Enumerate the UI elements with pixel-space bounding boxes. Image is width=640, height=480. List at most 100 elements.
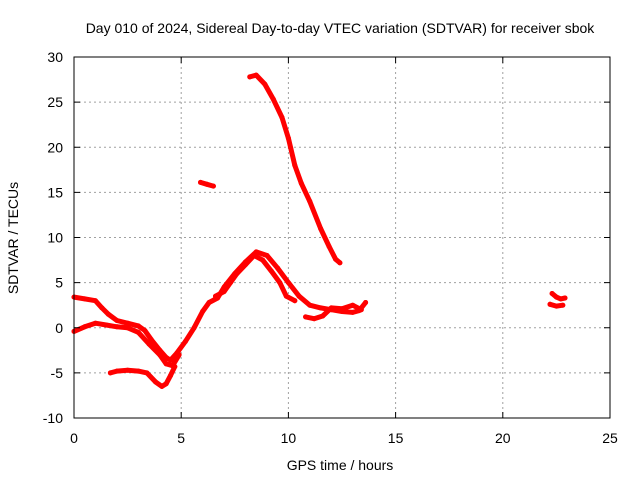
data-point bbox=[243, 262, 248, 268]
data-point bbox=[553, 294, 559, 300]
data-point bbox=[547, 301, 553, 307]
data-point bbox=[125, 320, 131, 326]
data-point bbox=[135, 368, 141, 374]
data-point bbox=[553, 303, 559, 309]
data-point bbox=[206, 300, 212, 305]
data-point bbox=[191, 325, 197, 331]
x-tick-label: 5 bbox=[177, 430, 185, 446]
data-point bbox=[157, 352, 163, 358]
x-tick-label: 10 bbox=[281, 430, 297, 446]
data-point bbox=[333, 256, 339, 262]
data-point bbox=[99, 305, 105, 311]
data-point bbox=[363, 300, 369, 305]
data-point bbox=[221, 289, 227, 295]
data-point bbox=[213, 293, 218, 299]
data-point bbox=[253, 72, 259, 78]
data-point bbox=[296, 293, 302, 299]
y-tick-label: 5 bbox=[55, 275, 63, 291]
data-point bbox=[260, 257, 266, 263]
data-point bbox=[168, 373, 173, 379]
data-point bbox=[114, 324, 120, 330]
y-tick-label: 15 bbox=[47, 184, 63, 200]
data-point bbox=[292, 162, 298, 168]
y-tick-label: 30 bbox=[47, 49, 63, 65]
data-point bbox=[125, 367, 131, 373]
chart-title: Day 010 of 2024, Sidereal Day-to-day VTE… bbox=[86, 20, 596, 36]
data-point bbox=[268, 268, 274, 274]
data-point bbox=[311, 316, 317, 322]
data-point bbox=[285, 135, 291, 141]
data-point bbox=[153, 379, 158, 385]
data-point bbox=[228, 280, 233, 286]
data-point bbox=[148, 337, 154, 342]
data-point bbox=[105, 311, 111, 317]
data-point bbox=[168, 357, 173, 363]
x-tick-label: 0 bbox=[70, 430, 78, 446]
data-series-track-c bbox=[107, 364, 178, 389]
data-point bbox=[200, 309, 206, 314]
data-point bbox=[144, 370, 150, 376]
data-point bbox=[328, 305, 334, 311]
y-tick-label: 20 bbox=[47, 139, 63, 155]
data-point bbox=[298, 180, 304, 186]
data-point bbox=[251, 253, 257, 258]
data-point bbox=[558, 296, 564, 302]
data-point bbox=[198, 179, 203, 185]
x-tick-label: 15 bbox=[388, 430, 404, 446]
data-point bbox=[350, 309, 356, 315]
data-point bbox=[82, 296, 88, 302]
data-point bbox=[279, 115, 285, 120]
data-point bbox=[358, 307, 364, 313]
data-series-track-a bbox=[71, 249, 369, 363]
data-point bbox=[163, 361, 169, 367]
data-point bbox=[560, 302, 566, 308]
data-point bbox=[262, 81, 268, 87]
data-point bbox=[82, 324, 88, 330]
data-point bbox=[283, 293, 289, 299]
data-point bbox=[172, 364, 178, 370]
data-point bbox=[326, 244, 332, 249]
y-tick-label: 0 bbox=[55, 320, 63, 336]
x-tick-label: 20 bbox=[495, 430, 511, 446]
data-point bbox=[234, 271, 240, 277]
data-point bbox=[114, 368, 120, 374]
data-point bbox=[277, 280, 283, 286]
data-point bbox=[92, 298, 98, 304]
data-point bbox=[339, 306, 345, 312]
data-series-track-f bbox=[247, 72, 343, 266]
data-point bbox=[159, 383, 165, 389]
data-point bbox=[275, 265, 281, 271]
data-point bbox=[204, 181, 210, 187]
data-point bbox=[350, 302, 356, 308]
data-point bbox=[307, 198, 313, 204]
x-axis-label: GPS time / hours bbox=[287, 457, 394, 473]
data-point bbox=[320, 313, 326, 319]
data-point bbox=[125, 325, 131, 331]
data-point bbox=[114, 318, 120, 323]
x-tick-label: 25 bbox=[602, 430, 618, 446]
y-tick-label: -10 bbox=[43, 410, 63, 426]
data-point bbox=[247, 74, 253, 80]
data-point bbox=[210, 183, 216, 189]
y-axis-label: SDTVAR / TECUs bbox=[5, 182, 21, 294]
data-point bbox=[270, 96, 276, 102]
data-point bbox=[549, 291, 555, 296]
data-point bbox=[307, 302, 313, 308]
data-point bbox=[103, 322, 109, 328]
data-point bbox=[264, 253, 270, 258]
data-point bbox=[146, 341, 152, 347]
data-point bbox=[135, 329, 141, 335]
data-point bbox=[318, 305, 324, 311]
series-layer bbox=[71, 72, 568, 389]
y-tick-label: 10 bbox=[47, 230, 63, 246]
data-point bbox=[107, 370, 113, 376]
data-point bbox=[292, 298, 298, 304]
data-point bbox=[562, 295, 568, 301]
ticks-layer: -10 -5 0 5 10 15 20 25 30 0 5 10 15 20 25 bbox=[43, 49, 618, 446]
data-point bbox=[92, 320, 98, 326]
data-point bbox=[183, 338, 188, 344]
data-point bbox=[135, 323, 141, 329]
y-tick-label: 25 bbox=[47, 94, 63, 110]
data-point bbox=[142, 328, 148, 333]
